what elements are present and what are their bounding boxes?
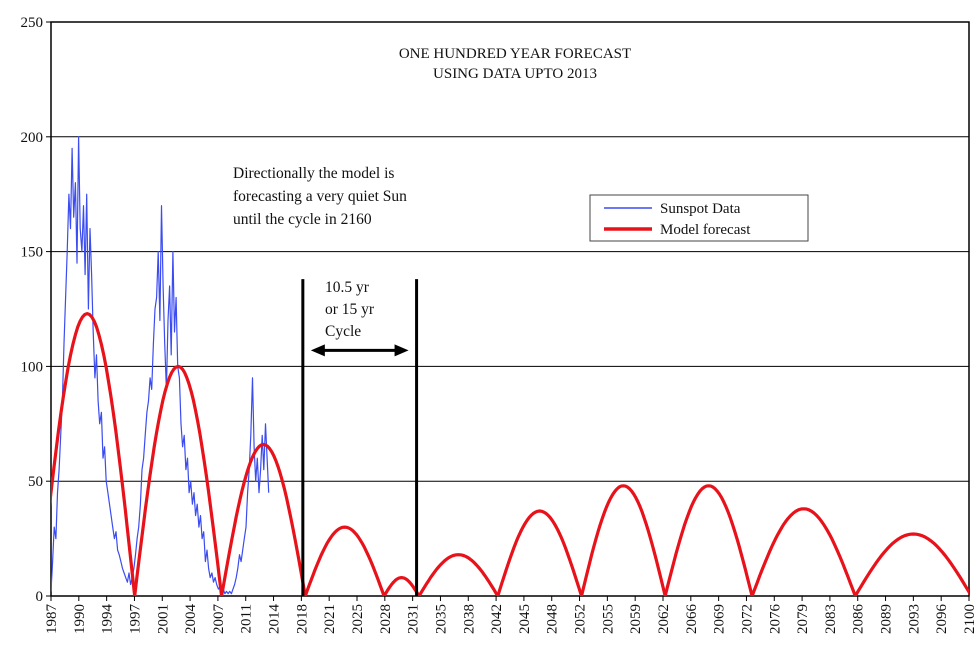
legend: Sunspot Data Model forecast bbox=[589, 194, 809, 242]
x-tick-label: 2096 bbox=[934, 604, 950, 635]
x-tick-label: 2069 bbox=[712, 604, 728, 634]
model-forecast-cycle-11 bbox=[853, 532, 969, 596]
x-tick-label: 2055 bbox=[600, 604, 616, 634]
annotation-quiet-sun-line-1: Directionally the model is bbox=[233, 165, 394, 182]
model-forecast-cycle-1 bbox=[51, 312, 137, 596]
chart-title-line-1: ONE HUNDRED YEAR FORECAST bbox=[399, 46, 631, 62]
x-tick-label: 2048 bbox=[545, 604, 561, 634]
cycle-arrow-head-right bbox=[394, 344, 409, 357]
legend-box bbox=[589, 194, 809, 242]
model-forecast-cycle-7 bbox=[496, 509, 584, 596]
x-tick-label: 2100 bbox=[962, 604, 974, 634]
legend-label-sunspot: Sunspot Data bbox=[660, 201, 741, 217]
series bbox=[51, 136, 969, 596]
x-tick-label: 2021 bbox=[322, 604, 338, 634]
x-tick-label: 2059 bbox=[628, 604, 644, 634]
x-tick-label: 2004 bbox=[183, 604, 199, 635]
annotation-cycle-line-1: 10.5 yr bbox=[325, 279, 370, 296]
x-tick-label: 2035 bbox=[433, 604, 449, 634]
y-tick-label: 150 bbox=[21, 245, 44, 261]
series-sunspot-data bbox=[51, 136, 270, 595]
x-tick-label: 2031 bbox=[406, 604, 422, 634]
x-tick-label: 1994 bbox=[100, 604, 116, 635]
y-axis-ticks: 0 50 100 150 200 250 bbox=[21, 15, 51, 605]
y-tick-label: 200 bbox=[21, 130, 44, 146]
y-tick-label: 0 bbox=[36, 589, 44, 605]
x-tick-label: 2007 bbox=[211, 604, 227, 635]
x-tick-label: 2045 bbox=[517, 604, 533, 634]
x-tick-label: 2042 bbox=[489, 604, 505, 634]
cycle-arrow-head-left bbox=[310, 344, 325, 357]
x-tick-label: 1987 bbox=[44, 604, 60, 635]
model-forecast-cycle-9 bbox=[663, 484, 754, 596]
x-tick-label: 2083 bbox=[823, 604, 839, 634]
y-tick-label: 100 bbox=[21, 359, 44, 375]
x-tick-label: 2066 bbox=[684, 604, 700, 635]
x-tick-label: 2052 bbox=[573, 604, 589, 634]
y-tick-label: 250 bbox=[21, 15, 44, 31]
legend-label-model: Model forecast bbox=[660, 222, 751, 238]
x-tick-label: 2001 bbox=[155, 604, 171, 634]
x-tick-label: 2014 bbox=[267, 604, 283, 635]
model-forecast-cycle-8 bbox=[579, 484, 667, 596]
annotation-quiet-sun-line-2: forecasting a very quiet Sun bbox=[233, 188, 407, 205]
x-tick-label: 2093 bbox=[906, 604, 922, 634]
x-tick-label: 2086 bbox=[851, 604, 867, 635]
model-forecast-cycle-4 bbox=[303, 525, 386, 596]
model-forecast-cycle-3 bbox=[220, 442, 307, 596]
x-tick-label: 2025 bbox=[350, 604, 366, 634]
x-tick-label: 2062 bbox=[656, 604, 672, 634]
annotation-cycle-line-2: or 15 yr bbox=[325, 301, 375, 318]
plot-area bbox=[50, 21, 970, 597]
x-tick-label: 2089 bbox=[879, 604, 895, 634]
x-tick-label: 2079 bbox=[795, 604, 811, 634]
gridlines bbox=[51, 136, 969, 482]
x-tick-label: 2028 bbox=[378, 604, 394, 634]
x-tick-label: 2072 bbox=[739, 604, 755, 634]
chart-title-line-2: USING DATA UPTO 2013 bbox=[433, 66, 597, 82]
x-tick-label: 2011 bbox=[239, 604, 255, 633]
model-forecast-cycle-5 bbox=[382, 575, 421, 596]
x-tick-label: 2038 bbox=[461, 604, 477, 634]
annotation-cycle-line-3: Cycle bbox=[325, 323, 361, 340]
x-tick-label: 1990 bbox=[72, 604, 88, 634]
model-forecast-cycle-10 bbox=[750, 507, 857, 596]
x-tick-label: 2018 bbox=[294, 604, 310, 634]
x-tick-label: 2076 bbox=[767, 604, 783, 635]
y-tick-label: 50 bbox=[28, 474, 43, 490]
model-forecast-cycle-6 bbox=[417, 553, 500, 596]
annotation-quiet-sun-line-3: until the cycle in 2160 bbox=[233, 211, 372, 228]
model-forecast-cycle-2 bbox=[133, 364, 224, 596]
x-tick-label: 1997 bbox=[127, 604, 143, 635]
x-axis-ticks: 1987 1990 1994 1997 2001 2004 2007 2011 2014 2018… bbox=[44, 596, 974, 634]
